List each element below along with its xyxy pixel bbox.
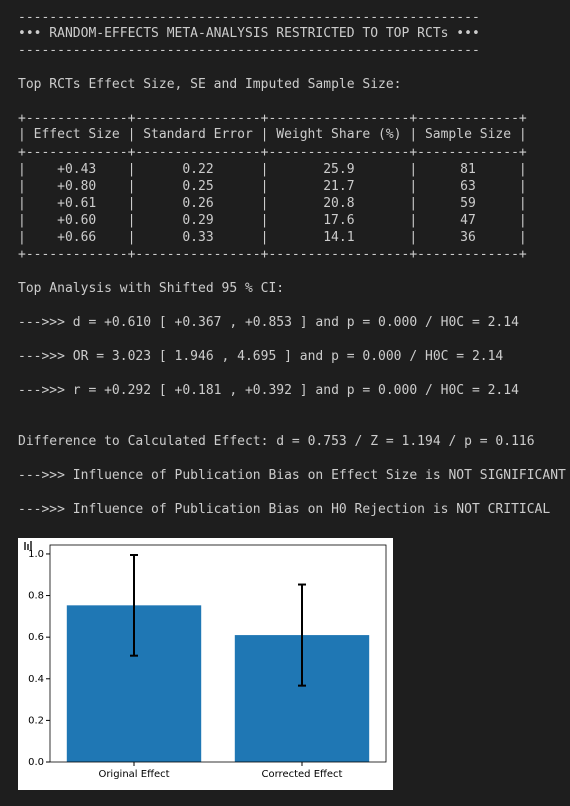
table-cell: 59: [460, 196, 476, 211]
table-cell: 47: [460, 213, 476, 228]
table-cell: +0.60: [57, 213, 97, 228]
table-row: | +0.80 | 0.25 | 21.7 | 63 |: [18, 179, 527, 194]
column-header: Weight Share (%): [276, 127, 402, 142]
y-tick-label: 0.4: [28, 674, 44, 685]
ci-line: --->>> d = +0.610 [ +0.367 , +0.853 ] an…: [18, 315, 519, 330]
table-row: | +0.43 | 0.22 | 25.9 | 81 |: [18, 162, 527, 177]
table-cell: 25.9: [323, 162, 355, 177]
table-cell: +0.80: [57, 179, 97, 194]
y-tick-label: 0.0: [28, 757, 44, 768]
table-cell: 0.26: [182, 196, 214, 211]
column-header: Standard Error: [143, 127, 253, 142]
chart-icon: [24, 541, 32, 550]
column-header: Sample Size: [424, 127, 512, 142]
table-border: +-------------+----------------+--------…: [18, 145, 527, 160]
table-cell: 21.7: [323, 179, 355, 194]
table-header: | Effect Size | Standard Error | Weight Share…: [18, 127, 527, 142]
y-tick-label: 1.0: [28, 549, 44, 560]
axes-frame: [49, 544, 387, 763]
y-tick-label: 0.8: [28, 591, 44, 602]
table-border: +-------------+----------------+--------…: [18, 247, 527, 262]
summary-line: --->>> Influence of Publication Bias on …: [18, 502, 551, 517]
table-border: +-------------+----------------+--------…: [18, 111, 527, 126]
table-cell: 81: [460, 162, 476, 177]
table-row: | +0.60 | 0.29 | 17.6 | 47 |: [18, 213, 527, 228]
table-row: | +0.61 | 0.26 | 20.8 | 59 |: [18, 196, 527, 211]
table-cell: 0.22: [182, 162, 214, 177]
ci-line: --->>> r = +0.292 [ +0.181 , +0.392 ] an…: [18, 383, 519, 398]
table-row: | +0.66 | 0.33 | 14.1 | 36 |: [18, 230, 527, 245]
summary-line: Difference to Calculated Effect: d = 0.7…: [18, 434, 535, 449]
table-cell: 14.1: [323, 230, 355, 245]
rule: ----------------------------------------…: [18, 10, 480, 25]
table-cell: +0.61: [57, 196, 97, 211]
table-cell: 0.33: [182, 230, 214, 245]
banner-title: ••• RANDOM-EFFECTS META-ANALYSIS RESTRIC…: [18, 26, 480, 41]
table-caption: Top RCTs Effect Size, SE and Imputed Sam…: [18, 77, 402, 92]
y-tick-label: 0.2: [28, 715, 44, 726]
x-tick-label: Corrected Effect: [262, 769, 343, 780]
chart: 0.0 0.2 0.4 0.6 0.8 1.0 Original Effect Correct…: [18, 538, 393, 790]
ci-heading: Top Analysis with Shifted 95 % CI:: [18, 281, 285, 296]
rule: ----------------------------------------…: [18, 43, 480, 58]
table-cell: +0.43: [57, 162, 97, 177]
x-tick-label: Original Effect: [98, 769, 169, 780]
table-cell: 0.25: [182, 179, 214, 194]
table-cell: 0.29: [182, 213, 214, 228]
table-cell: 63: [460, 179, 476, 194]
table-cell: 36: [460, 230, 476, 245]
table-cell: +0.66: [57, 230, 97, 245]
table-cell: 20.8: [323, 196, 355, 211]
table-cell: 17.6: [323, 213, 355, 228]
summary-line: --->>> Influence of Publication Bias on …: [18, 468, 566, 483]
ci-line: --->>> OR = 3.023 [ 1.946 , 4.695 ] and …: [18, 349, 504, 364]
y-tick-label: 0.6: [28, 632, 44, 643]
column-header: Effect Size: [33, 127, 120, 142]
